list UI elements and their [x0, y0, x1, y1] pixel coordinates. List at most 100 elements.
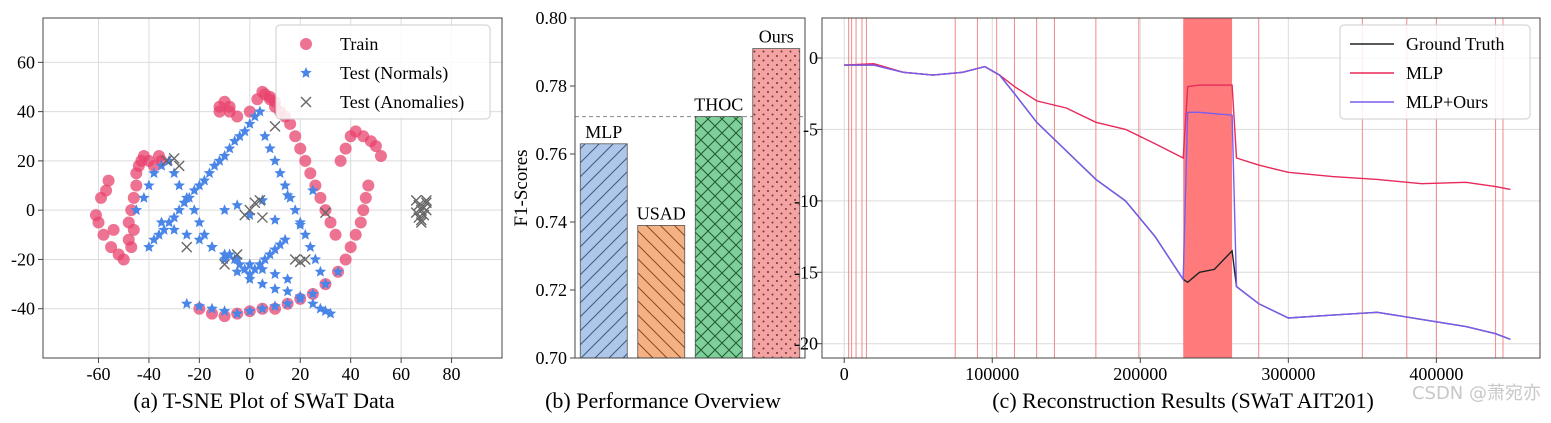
tsne-point	[254, 258, 266, 270]
tsne-point	[334, 154, 347, 167]
bar-hatch-mlp	[579, 143, 628, 359]
tsne-point	[314, 265, 327, 277]
tsne-point	[256, 302, 269, 314]
tsne-point	[294, 142, 307, 155]
tsne-point	[100, 184, 113, 197]
tsne-point	[269, 300, 281, 312]
tsne-point	[181, 241, 193, 253]
tsne-point	[239, 125, 251, 137]
tsne-point	[289, 130, 302, 143]
performance-ylabel: F1-Scores	[511, 149, 532, 226]
tsne-ytick-label: -40	[11, 299, 35, 319]
tsne-point	[256, 194, 269, 206]
tsne-point	[259, 253, 271, 265]
tsne-xtick-label: 40	[342, 364, 360, 384]
tsne-point	[309, 253, 322, 265]
tsne-point	[218, 150, 231, 161]
tsne-point	[234, 130, 246, 142]
tsne-point	[307, 184, 319, 196]
tsne-point	[319, 207, 331, 219]
tsne-legend-marker	[300, 67, 312, 78]
tsne-ytick-label: -20	[11, 249, 35, 269]
anomaly-band	[1183, 18, 1233, 358]
tsne-point	[294, 219, 306, 230]
tsne-ticks: -60 -40 -20 0 20 40 60 80 -40 -20 0 20 40 60	[11, 52, 461, 384]
reconstruction-ytick-label: -5	[803, 119, 818, 139]
tsne-axes-frame	[42, 17, 503, 359]
tsne-legend-marker	[300, 96, 312, 108]
reconstruction-legend: Ground Truth MLP MLP+Ours	[1339, 24, 1531, 120]
tsne-legend-label: Test (Normals)	[340, 63, 448, 84]
tsne-point	[269, 283, 281, 294]
reconstruction-xtick-label: 400000	[1409, 364, 1463, 384]
tsne-point	[193, 216, 206, 228]
reconstruction-ytick-label: -10	[794, 191, 818, 211]
tsne-point	[319, 278, 332, 289]
series-line-2	[844, 64, 1511, 341]
performance-ytick-label: 0.72	[536, 280, 568, 300]
tsne-point	[339, 253, 352, 266]
tsne-point	[218, 95, 231, 108]
tsne-point	[193, 233, 206, 245]
tsne-point	[374, 149, 387, 162]
tsne-xtick-label: 0	[245, 364, 254, 384]
reconstruction-xtick-label: 0	[840, 364, 849, 384]
tsne-point	[329, 228, 342, 241]
tsne-point	[269, 154, 281, 166]
tsne-point	[231, 307, 243, 319]
tsne-point	[168, 211, 180, 223]
tsne-point	[264, 248, 276, 260]
tsne-point	[307, 297, 319, 309]
bar-hatch-ours	[752, 48, 801, 359]
tsne-point	[205, 307, 218, 320]
tsne-point	[254, 105, 266, 117]
reconstruction-legend-label: MLP+Ours	[1406, 92, 1488, 112]
performance-axes-frame	[574, 17, 806, 359]
tsne-point	[153, 228, 165, 240]
tsne-xtick-label: -20	[187, 364, 211, 384]
tsne-point	[188, 184, 200, 196]
tsne-panel: -60 -40 -20 0 20 40 60 80 -40 -20 0 20 40 60 Train Tes…	[11, 17, 503, 413]
tsne-point	[188, 204, 200, 215]
tsne-point	[173, 204, 185, 215]
tsne-point	[354, 216, 367, 229]
tsne-point	[168, 223, 180, 235]
tsne-point	[269, 243, 281, 255]
tsne-legend-label: Test (Anomalies)	[340, 92, 464, 113]
tsne-point	[97, 228, 110, 241]
tsne-point	[206, 302, 218, 314]
tsne-point	[244, 268, 256, 280]
tsne-point	[163, 216, 175, 228]
tsne-point	[289, 204, 301, 215]
tsne-ytick-label: 0	[26, 200, 35, 220]
tsne-point	[299, 253, 311, 265]
tsne-xtick-label: -40	[137, 364, 161, 384]
tsne-point	[284, 117, 297, 130]
tsne-point	[244, 117, 256, 129]
tsne-point	[274, 167, 286, 179]
tsne-point	[231, 265, 243, 277]
tsne-point	[127, 223, 140, 236]
tsne-point	[239, 209, 251, 221]
reconstruction-legend-label: MLP	[1406, 63, 1443, 83]
tsne-point	[357, 204, 370, 217]
tsne-point	[183, 191, 195, 203]
tsne-point	[107, 223, 120, 236]
tsne-point	[304, 241, 316, 252]
tsne-point	[218, 305, 231, 316]
performance-ticks: 0.70 0.72 0.74 0.76 0.78 0.80	[536, 8, 575, 368]
tsne-point	[219, 258, 231, 270]
reconstruction-legend-box	[1339, 24, 1531, 120]
tsne-point	[420, 194, 432, 206]
tsne-point	[231, 199, 243, 211]
tsne-xtick-label: 20	[291, 364, 309, 384]
tsne-point	[173, 179, 185, 191]
tsne-point	[281, 189, 294, 201]
tsne-point	[198, 228, 211, 240]
tsne-point	[259, 130, 271, 142]
tsne-point	[130, 179, 143, 192]
tsne-point	[208, 159, 221, 171]
tsne-point	[168, 152, 180, 164]
tsne-point	[256, 278, 269, 289]
performance-ytick-label: 0.80	[536, 8, 568, 28]
